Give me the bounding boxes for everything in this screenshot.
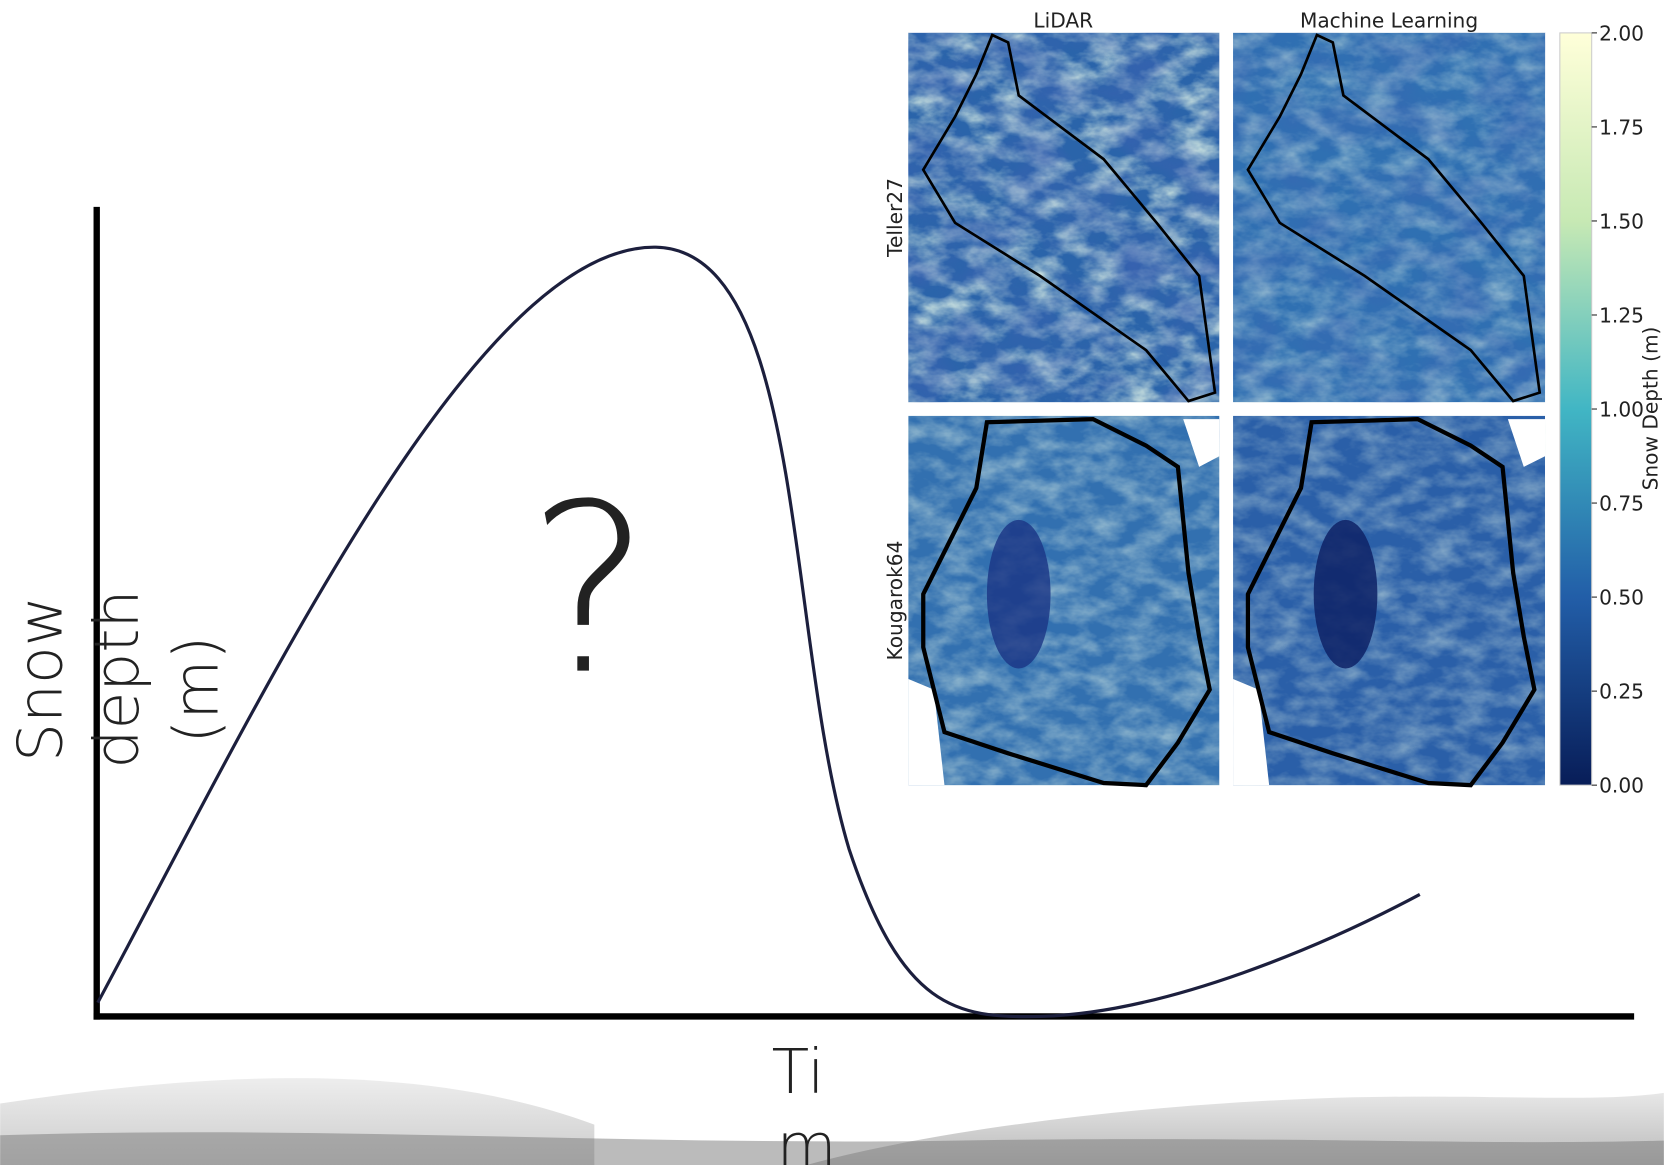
x-axis-label: Ti: [772, 1036, 825, 1108]
colorbar: [1560, 33, 1592, 785]
y-axis-label: Snow: [5, 596, 77, 762]
colorbar-tick-label: 1.50: [1599, 209, 1644, 233]
column-title: LiDAR: [1033, 9, 1093, 33]
map-panel: [1233, 33, 1545, 402]
y-axis-label: (m): [161, 636, 233, 744]
snow-curve: [98, 247, 1420, 1016]
colorbar-tick-label: 0.00: [1599, 774, 1644, 798]
colorbar-tick-label: 1.25: [1599, 303, 1644, 327]
slide: ? Snow depth (m) Ti m LiDAR Machine Lear…: [0, 0, 1664, 1165]
column-title: Machine Learning: [1300, 9, 1478, 33]
y-axis-label: depth: [81, 590, 153, 769]
row-label: Kougarok64: [883, 541, 907, 661]
map-panel: [908, 416, 1219, 785]
colorbar-tick-label: 2.00: [1599, 21, 1644, 45]
snow-depth-maps: LiDAR Machine Learning Teller27 Kougarok…: [883, 9, 1662, 798]
page: ? Snow depth (m) Ti m LiDAR Machine Lear…: [0, 0, 1664, 1165]
colorbar-tick-label: 0.50: [1599, 586, 1644, 610]
map-panel: [1233, 416, 1545, 785]
colorbar-tick-label: 0.75: [1599, 491, 1644, 515]
map-panel: [908, 33, 1219, 402]
colorbar-tick-label: 1.00: [1599, 397, 1644, 421]
question-mark: ?: [527, 455, 651, 727]
colorbar-tick-label: 0.25: [1599, 680, 1644, 704]
x-axis-label: m: [777, 1110, 837, 1165]
row-label: Teller27: [883, 178, 907, 258]
colorbar-tick-label: 1.75: [1599, 115, 1644, 139]
